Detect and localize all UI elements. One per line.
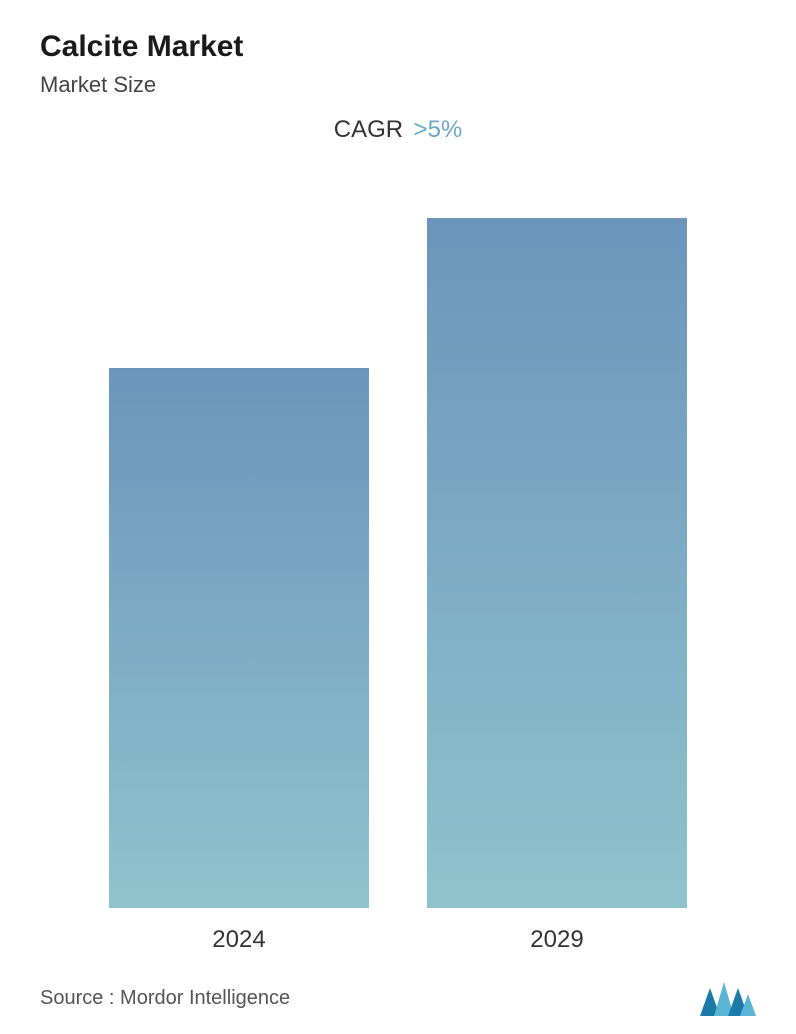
chart-container: Calcite Market Market Size CAGR >5% 2024…: [0, 0, 796, 1034]
chart-subtitle: Market Size: [40, 72, 756, 98]
bar-0: [109, 368, 369, 908]
bar-label-1: 2029: [530, 926, 583, 954]
brand-logo-icon: [700, 980, 756, 1016]
chart-area: 2024 2029: [40, 174, 756, 1014]
chart-title: Calcite Market: [40, 30, 756, 64]
bar-group-1: 2029: [427, 218, 687, 954]
footer: Source : Mordor Intelligence: [40, 980, 756, 1016]
source-text: Source : Mordor Intelligence: [40, 987, 290, 1010]
cagr-row: CAGR >5%: [40, 116, 756, 144]
cagr-label: CAGR: [334, 116, 403, 143]
cagr-value: >5%: [414, 116, 463, 143]
bar-group-0: 2024: [109, 368, 369, 954]
bar-label-0: 2024: [212, 926, 265, 954]
bar-1: [427, 218, 687, 908]
